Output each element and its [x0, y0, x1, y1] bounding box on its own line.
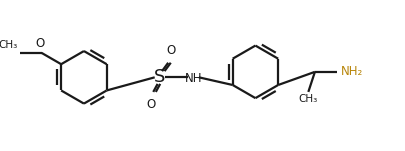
Text: O: O	[35, 37, 44, 50]
Text: CH₃: CH₃	[298, 94, 317, 104]
Text: O: O	[166, 44, 175, 57]
Text: NH₂: NH₂	[340, 65, 362, 78]
Text: S: S	[153, 68, 165, 86]
Text: NH: NH	[184, 72, 202, 85]
Text: CH₃: CH₃	[0, 40, 17, 50]
Text: O: O	[146, 98, 155, 111]
